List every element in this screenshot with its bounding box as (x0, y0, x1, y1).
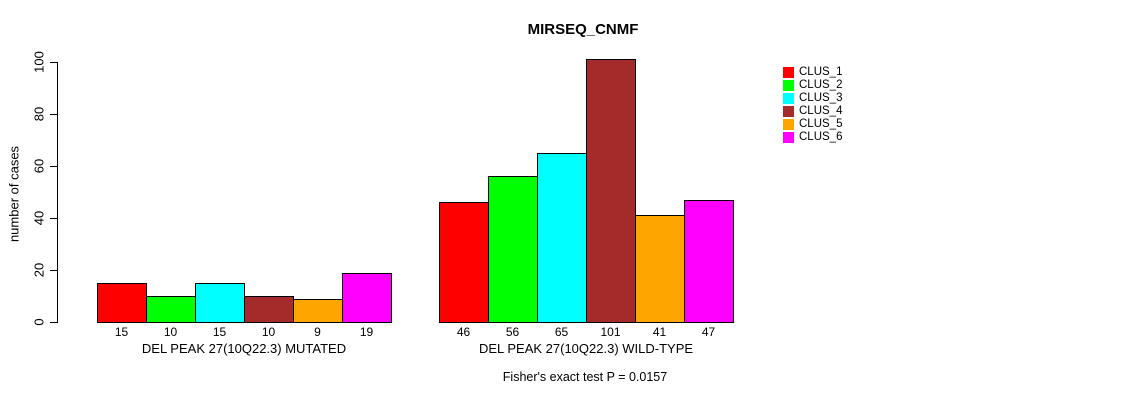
bar-value-label: 10 (261, 325, 276, 339)
y-tick (50, 270, 57, 271)
bar-value-label: 41 (652, 325, 667, 339)
legend-swatch (783, 66, 794, 78)
y-tick (50, 322, 57, 323)
bar-value-label: 101 (600, 325, 621, 339)
chart-title: MIRSEQ_CNMF (527, 21, 639, 38)
y-tick (50, 62, 57, 63)
y-tick (50, 114, 57, 115)
y-tick-label: 80 (31, 106, 47, 122)
legend-item: CLUS_1 (783, 65, 843, 78)
bar-clus_1-wild-type (439, 202, 489, 323)
bar-clus_6-wild-type (684, 199, 734, 323)
bar-value-label: 47 (701, 325, 716, 339)
y-tick (50, 166, 57, 167)
y-axis-line (57, 62, 58, 323)
y-tick-label: 40 (31, 210, 47, 226)
bar-clus_3-mutated (195, 283, 245, 323)
bar-clus_3-wild-type (537, 153, 587, 323)
bar-value-label: 15 (212, 325, 227, 339)
legend-label: CLUS_2 (799, 78, 843, 91)
bar-clus_4-mutated (244, 296, 294, 323)
legend-swatch (783, 92, 794, 104)
bar-clus_5-wild-type (635, 215, 685, 323)
bar-clus_6-mutated (342, 272, 392, 323)
bar-clus_1-mutated (97, 283, 147, 323)
y-tick-label: 0 (31, 318, 47, 326)
bar-value-label: 65 (554, 325, 569, 339)
y-tick-label: 100 (31, 51, 47, 73)
group-axis-label: DEL PEAK 27(10Q22.3) WILD-TYPE (478, 341, 694, 356)
y-tick-label: 60 (31, 158, 47, 174)
legend-swatch (783, 118, 794, 130)
legend-label: CLUS_3 (799, 91, 843, 104)
legend-label: CLUS_1 (799, 65, 843, 78)
legend-swatch (783, 105, 794, 117)
bar-value-label: 19 (359, 325, 374, 339)
bar-value-label: 56 (505, 325, 520, 339)
y-tick (50, 218, 57, 219)
group-axis-label: DEL PEAK 27(10Q22.3) MUTATED (141, 341, 347, 356)
legend-swatch (783, 131, 794, 143)
legend-swatch (783, 79, 794, 91)
legend-item: CLUS_5 (783, 117, 843, 130)
legend-label: CLUS_5 (799, 117, 843, 130)
bar-value-label: 10 (163, 325, 178, 339)
legend-label: CLUS_6 (799, 130, 843, 143)
bar-clus_4-wild-type (586, 59, 636, 323)
bar-clus_5-mutated (293, 298, 343, 323)
legend-item: CLUS_2 (783, 78, 843, 91)
legend-label: CLUS_4 (799, 104, 843, 117)
bar-value-label: 46 (456, 325, 471, 339)
legend-item: CLUS_4 (783, 104, 843, 117)
y-axis-label: number of cases (6, 145, 22, 243)
bar-value-label: 9 (314, 325, 321, 339)
fisher-test-annotation: Fisher's exact test P = 0.0157 (502, 370, 668, 384)
legend-item: CLUS_6 (783, 130, 843, 143)
bar-clus_2-mutated (146, 296, 196, 323)
bar-value-label: 15 (114, 325, 129, 339)
legend-item: CLUS_3 (783, 91, 843, 104)
y-tick-label: 20 (31, 262, 47, 278)
bar-clus_2-wild-type (488, 176, 538, 323)
